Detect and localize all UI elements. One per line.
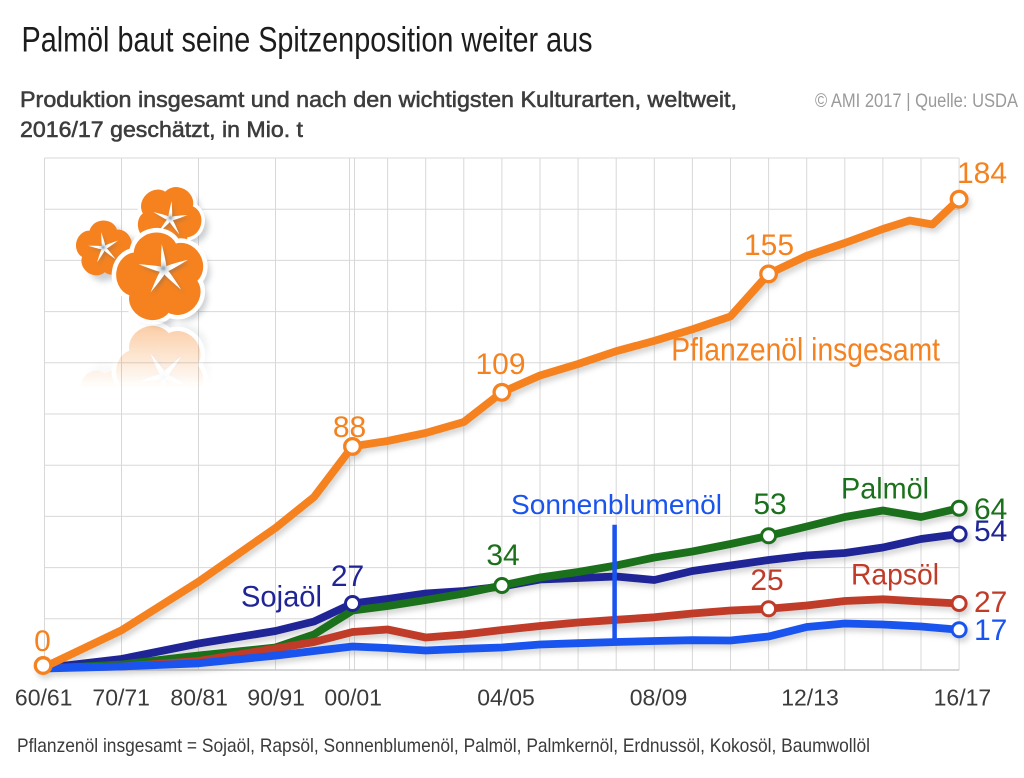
svg-text:04/05: 04/05	[477, 685, 535, 711]
svg-text:00/01: 00/01	[324, 685, 382, 711]
svg-text:Sonnenblumenöl: Sonnenblumenöl	[511, 489, 722, 520]
svg-text:54: 54	[974, 515, 1007, 548]
svg-text:70/71: 70/71	[92, 685, 150, 711]
svg-text:12/13: 12/13	[781, 685, 839, 711]
svg-text:60/61: 60/61	[15, 685, 73, 711]
svg-text:Produktion insgesamt und nach: Produktion insgesamt und nach den wichti…	[20, 87, 737, 112]
svg-text:Palmöl: Palmöl	[841, 473, 929, 506]
svg-text:109: 109	[475, 348, 525, 381]
svg-text:27: 27	[331, 560, 364, 593]
svg-text:08/09: 08/09	[630, 685, 688, 711]
svg-text:Pflanzenöl insgesamt: Pflanzenöl insgesamt	[671, 332, 940, 368]
svg-text:184: 184	[957, 157, 1007, 190]
svg-text:27: 27	[974, 586, 1007, 619]
svg-text:53: 53	[753, 488, 786, 521]
svg-text:17: 17	[974, 614, 1007, 647]
svg-text:16/17: 16/17	[934, 685, 992, 711]
svg-text:25: 25	[750, 564, 783, 597]
svg-text:88: 88	[333, 411, 366, 444]
svg-text:© AMI 2017 | Quelle: USDA: © AMI 2017 | Quelle: USDA	[815, 91, 1018, 112]
svg-text:Rapsöl: Rapsöl	[851, 559, 939, 592]
svg-text:155: 155	[744, 229, 794, 262]
svg-text:90/91: 90/91	[247, 685, 305, 711]
svg-text:Pflanzenöl insgesamt = Sojaöl,: Pflanzenöl insgesamt = Sojaöl, Rapsöl, S…	[17, 735, 870, 757]
svg-text:Palmöl baut seine Spitzenposit: Palmöl baut seine Spitzenposition weiter…	[22, 20, 593, 60]
svg-text:Sojaöl: Sojaöl	[241, 581, 322, 614]
svg-text:34: 34	[486, 539, 519, 572]
svg-text:64: 64	[974, 493, 1007, 526]
svg-text:0: 0	[34, 625, 51, 658]
svg-text:80/81: 80/81	[170, 685, 228, 711]
svg-text:2016/17 geschätzt, in Mio. t: 2016/17 geschätzt, in Mio. t	[20, 117, 303, 142]
